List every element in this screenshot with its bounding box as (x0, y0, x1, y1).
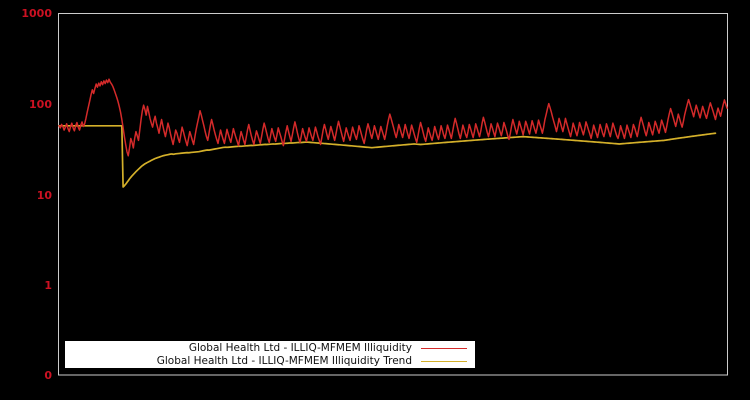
y-tick-label-0: 0 (44, 369, 52, 382)
legend-label-illiquidity-trend: Global Health Ltd - ILLIQ-MFMEM Illiquid… (156, 355, 412, 367)
y-tick-label-1000: 1000 (21, 7, 52, 20)
plot-frame (58, 13, 728, 376)
legend-swatch-illiquidity (421, 347, 467, 349)
series-line-illiquidity-trend (58, 124, 717, 188)
legend-swatch-illiquidity-trend (421, 360, 467, 362)
legend-entry-illiquidity: Global Health Ltd - ILLIQ-MFMEM Illiquid… (65, 342, 469, 355)
chart-legend: Global Health Ltd - ILLIQ-MFMEM Illiquid… (65, 341, 475, 368)
y-tick-label-10: 10 (36, 189, 52, 202)
y-tick-label-1: 1 (44, 279, 52, 292)
legend-entry-illiquidity-trend: Global Health Ltd - ILLIQ-MFMEM Illiquid… (65, 355, 469, 368)
legend-label-illiquidity: Global Health Ltd - ILLIQ-MFMEM Illiquid… (188, 342, 412, 354)
y-tick-label-100: 100 (29, 98, 52, 111)
series-line-illiquidity (58, 78, 728, 157)
series-layer (58, 78, 728, 188)
